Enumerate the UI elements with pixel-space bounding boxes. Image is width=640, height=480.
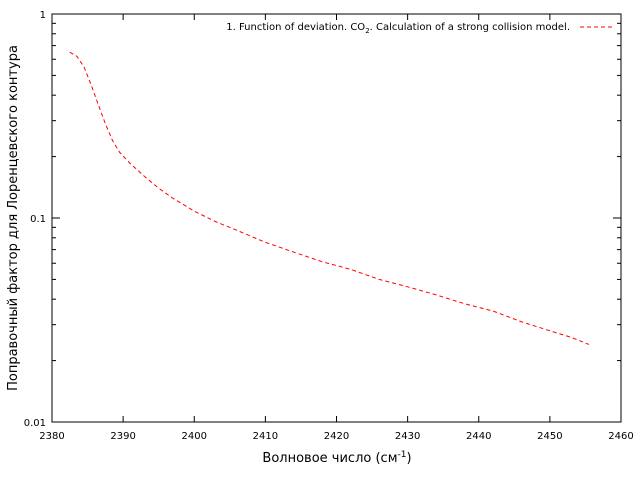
legend-entry-label: 1. Function of deviation. CO2. Calculati… — [226, 22, 570, 35]
y-tick-label: 0.01 — [24, 418, 46, 429]
y-axis-title: Поправочный фактор для Лоренцевского кон… — [6, 45, 21, 391]
series-line — [69, 51, 590, 345]
x-tick-label: 2400 — [182, 431, 207, 442]
x-axis-title: Волновое число (см-1) — [262, 450, 411, 466]
x-tick-label: 2440 — [466, 431, 491, 442]
x-tick-label: 2460 — [608, 431, 633, 442]
y-tick-label: 0.1 — [30, 214, 46, 225]
x-tick-label: 2450 — [537, 431, 562, 442]
x-tick-label: 2390 — [110, 431, 135, 442]
y-axis: 0.01 0.1 1 — [24, 10, 621, 429]
plot-area-frame — [51, 13, 622, 423]
x-tick-label: 2380 — [39, 431, 64, 442]
y-tick-label: 1 — [40, 10, 46, 21]
x-tick-label: 2410 — [253, 431, 278, 442]
x-tick-label: 2420 — [324, 431, 349, 442]
legend: 1. Function of deviation. CO2. Calculati… — [226, 22, 612, 35]
x-tick-label: 2430 — [395, 431, 420, 442]
x-axis: 2380 2390 2400 2410 2420 2430 2440 2450 2460 — [39, 14, 634, 442]
series-group — [69, 51, 590, 345]
